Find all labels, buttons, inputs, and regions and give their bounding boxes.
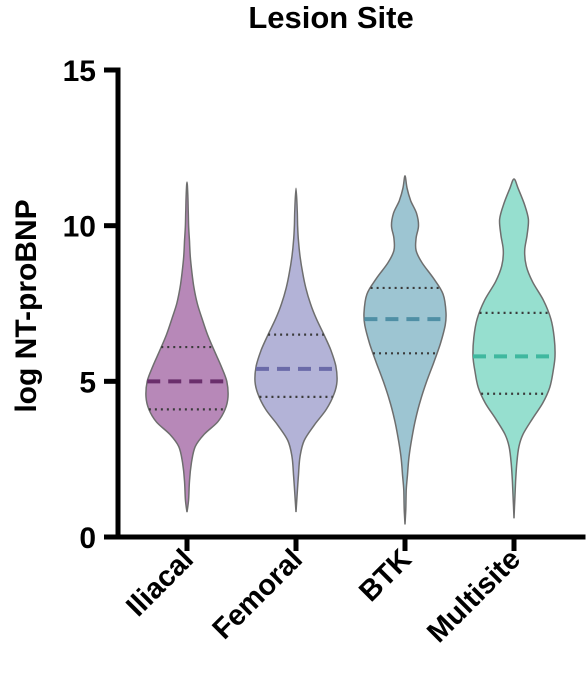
violin-shape-multisite bbox=[472, 178, 556, 519]
x-tick-label: BTK bbox=[353, 543, 418, 608]
x-tick-label: Femoral bbox=[207, 543, 309, 645]
x-tick-label: Iliacal bbox=[120, 543, 200, 623]
violin-iliacal bbox=[145, 181, 229, 513]
violin-multisite bbox=[472, 178, 556, 519]
violin-btk bbox=[363, 175, 447, 525]
x-tick-label: Multisite bbox=[421, 543, 527, 649]
y-tick-label: 0 bbox=[79, 522, 96, 555]
y-tick-label: 15 bbox=[63, 55, 96, 88]
y-axis-label: log NT-proBNP bbox=[10, 199, 43, 412]
y-tick-label: 5 bbox=[79, 366, 96, 399]
plot-area bbox=[145, 175, 556, 525]
x-axis: Iliacal Femoral BTK Multisite bbox=[115, 534, 586, 649]
violin-femoral bbox=[254, 187, 338, 513]
y-tick-label: 10 bbox=[63, 211, 96, 244]
chart-title: Lesion Site bbox=[248, 0, 413, 35]
y-axis: 0 5 10 15 bbox=[63, 55, 121, 555]
violin-shape-btk bbox=[363, 175, 447, 525]
violin-shape-femoral bbox=[254, 187, 338, 513]
